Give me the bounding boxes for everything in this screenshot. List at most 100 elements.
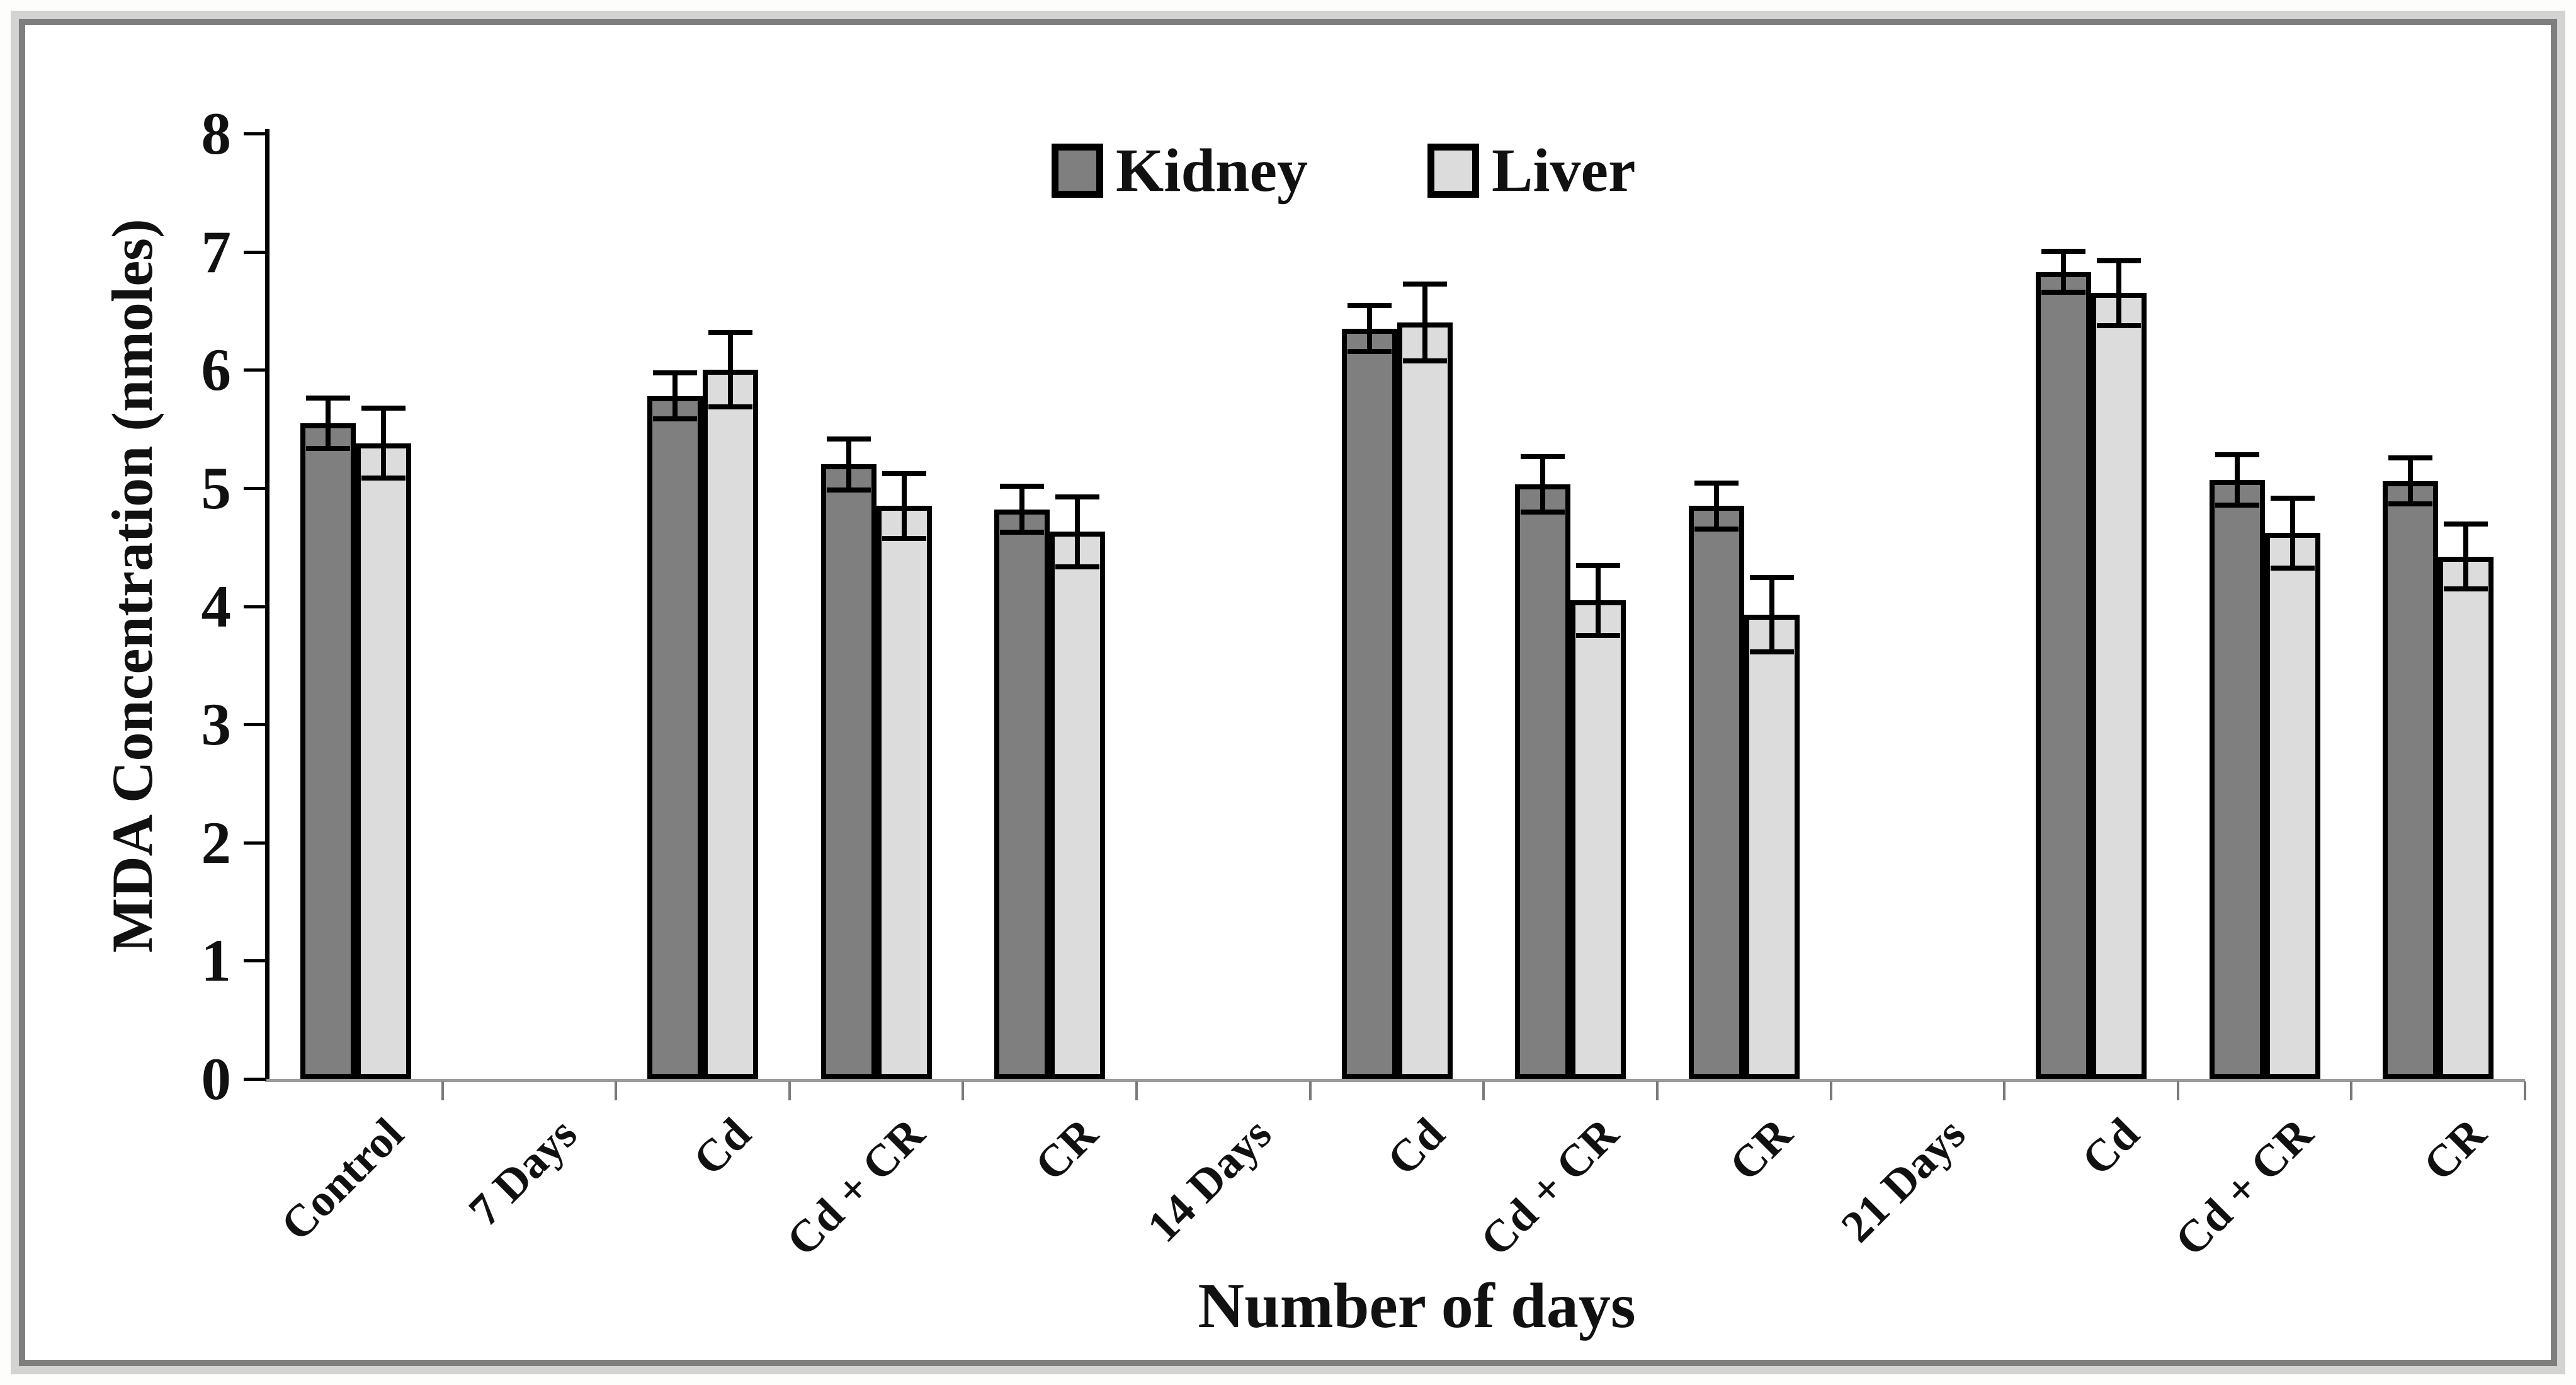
x-axis-tick xyxy=(2003,1081,2006,1100)
bar-liver xyxy=(703,370,759,1079)
error-bar-cap-top xyxy=(1347,303,1392,309)
figure-frame: Kidney Liver MDA Concentration (nmoles) … xyxy=(19,19,2557,1366)
error-bar-kidney xyxy=(2060,250,2066,294)
error-bar-liver xyxy=(728,332,734,408)
x-axis-tick xyxy=(615,1081,618,1100)
x-category-label: Cd + CR xyxy=(2165,1108,2322,1266)
error-bar-liver xyxy=(2463,523,2469,590)
legend-label-kidney: Kidney xyxy=(1116,137,1308,205)
error-bar-cap-bottom xyxy=(2041,290,2085,295)
legend-item-kidney: Kidney xyxy=(1052,140,1308,202)
error-bar-cap-top xyxy=(708,330,753,336)
bar-kidney xyxy=(2209,479,2265,1079)
error-bar-cap-bottom xyxy=(2096,322,2141,328)
x-category-label: Cd xyxy=(683,1108,761,1185)
error-bar-kidney xyxy=(1366,305,1372,353)
error-bar-liver xyxy=(1769,576,1774,653)
bar-liver xyxy=(2091,293,2147,1079)
error-bar-liver xyxy=(1596,564,1601,636)
error-bar-liver xyxy=(1075,496,1081,567)
x-axis-tick xyxy=(1655,1081,1659,1100)
error-bar-cap-top xyxy=(2270,496,2315,501)
bar-liver xyxy=(1744,614,1800,1079)
x-axis-tick xyxy=(441,1081,444,1100)
error-bar-cap-bottom xyxy=(361,475,406,481)
x-axis-tick xyxy=(1482,1081,1485,1100)
y-axis-tick-label: 8 xyxy=(201,100,232,168)
error-bar-cap-bottom xyxy=(305,446,350,452)
x-axis-tick xyxy=(2524,1081,2526,1100)
y-axis-tick-label: 4 xyxy=(201,573,232,640)
error-bar-cap-bottom xyxy=(653,416,698,422)
error-bar-cap-bottom xyxy=(1055,564,1100,569)
error-bar-cap-top xyxy=(1749,574,1794,580)
x-category-label: 14 Days xyxy=(1137,1108,1281,1252)
error-bar-liver xyxy=(2116,259,2121,326)
error-bar-cap-top xyxy=(2215,452,2259,457)
x-category-label: CR xyxy=(1719,1108,1801,1190)
bar-liver xyxy=(2264,533,2320,1079)
bar-liver xyxy=(355,443,411,1079)
error-bar-cap-top xyxy=(361,406,406,411)
error-bar-cap-bottom xyxy=(1347,349,1392,355)
y-axis-tick-label: 0 xyxy=(201,1046,232,1112)
error-bar-cap-top xyxy=(1521,454,1565,460)
error-bar-cap-bottom xyxy=(1576,632,1621,638)
y-axis-line xyxy=(265,129,270,1081)
x-axis-tick xyxy=(788,1081,791,1100)
legend-label-liver: Liver xyxy=(1491,137,1636,205)
error-bar-cap-bottom xyxy=(826,487,871,493)
error-bar-cap-top xyxy=(2096,258,2141,263)
error-bar-cap-bottom xyxy=(2270,565,2315,571)
error-bar-cap-bottom xyxy=(2388,501,2433,507)
error-bar-cap-bottom xyxy=(1521,510,1565,515)
x-category-label: CR xyxy=(1025,1108,1108,1190)
y-axis-tick-label: 6 xyxy=(201,336,232,404)
bar-kidney xyxy=(1341,328,1397,1079)
x-category-label: Cd xyxy=(2072,1108,2149,1185)
error-bar-cap-top xyxy=(305,395,350,401)
error-bar-cap-bottom xyxy=(708,404,753,410)
error-bar-cap-top xyxy=(882,470,926,476)
x-category-label: Cd + CR xyxy=(776,1108,934,1266)
y-axis-tick xyxy=(244,723,266,727)
kidney-swatch-icon xyxy=(1052,144,1103,198)
x-category-label: 7 Days xyxy=(459,1108,587,1236)
bar-liver xyxy=(876,506,932,1079)
error-bar-cap-bottom xyxy=(2444,586,2488,592)
x-axis-tick xyxy=(1135,1081,1138,1100)
bar-kidney xyxy=(1515,484,1571,1079)
bar-kidney xyxy=(994,509,1050,1079)
error-bar-kidney xyxy=(2234,453,2240,506)
error-bar-cap-top xyxy=(2388,455,2433,461)
error-bar-kidney xyxy=(1019,486,1025,533)
y-axis-tick xyxy=(244,132,266,136)
error-bar-cap-top xyxy=(2041,248,2085,254)
error-bar-kidney xyxy=(672,372,678,420)
bar-kidney xyxy=(820,464,877,1079)
x-category-label: CR xyxy=(2414,1108,2496,1190)
error-bar-kidney xyxy=(846,438,851,491)
bar-kidney xyxy=(1688,506,1744,1079)
x-axis-tick xyxy=(2350,1081,2353,1100)
error-bar-cap-bottom xyxy=(1402,358,1447,364)
x-category-label: 21 Days xyxy=(1831,1108,1975,1252)
error-bar-cap-top xyxy=(1402,282,1447,287)
bar-kidney xyxy=(2035,271,2091,1079)
error-bar-kidney xyxy=(2408,457,2414,505)
bar-liver xyxy=(1050,532,1106,1079)
error-bar-kidney xyxy=(1540,456,1546,513)
error-bar-cap-top xyxy=(2444,522,2488,527)
x-category-label: Cd + CR xyxy=(1470,1108,1628,1266)
error-bar-cap-top xyxy=(1000,484,1045,489)
plot-area: 0 1 2 3 4 5 6 7 8 Control 7 Days Cd Cd + CR CR 14 Days… xyxy=(25,25,2551,1360)
liver-swatch-icon xyxy=(1427,144,1479,198)
error-bar-liver xyxy=(380,408,386,479)
error-bar-kidney xyxy=(325,397,331,450)
x-category-label: Control xyxy=(271,1108,414,1251)
error-bar-liver xyxy=(1422,283,1427,362)
bar-kidney xyxy=(300,423,356,1079)
x-category-label: Cd xyxy=(1378,1108,1455,1185)
error-bar-cap-bottom xyxy=(1749,649,1794,654)
y-axis-tick xyxy=(244,368,266,372)
